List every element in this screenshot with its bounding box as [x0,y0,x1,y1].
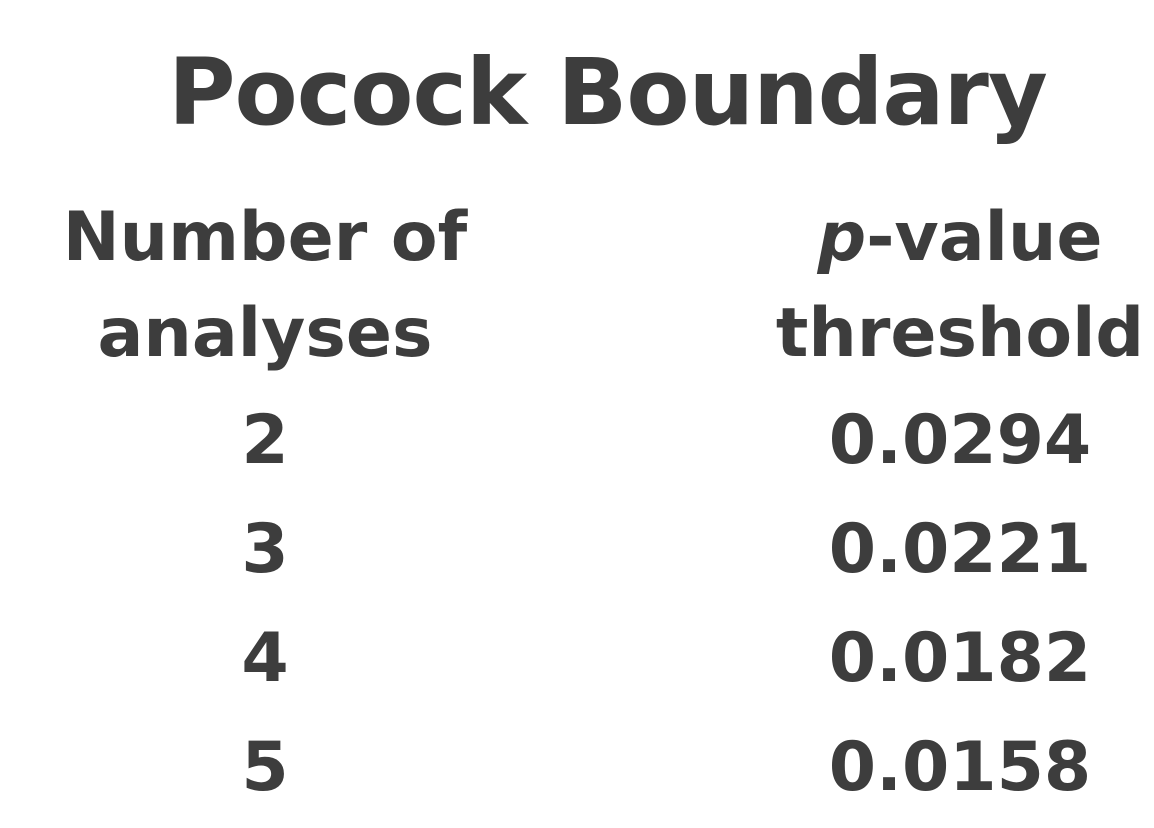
analyses-cell: 2 [241,401,289,480]
page-title: Pocock Boundary [168,39,1048,146]
value-suffix: -value [866,198,1103,277]
threshold-cell: 0.0221 [828,510,1092,589]
analyses-cell: 5 [241,728,289,807]
p-symbol: p [817,198,867,277]
analyses-header-line1: Number of [62,198,468,277]
analyses-header: Number of analyses [45,190,485,386]
threshold-cell: 0.0158 [828,728,1092,807]
threshold-header: p-value threshold [750,190,1154,386]
threshold-column: p-value threshold 0.0294 0.0221 0.0182 0… [750,190,1154,822]
threshold-cell: 0.0294 [828,401,1092,480]
analyses-header-line2: analyses [97,294,433,373]
threshold-cell: 0.0182 [828,619,1092,698]
threshold-header-line1: p-value [750,190,1154,286]
analyses-cell: 4 [241,619,289,698]
threshold-header-line2: threshold [775,294,1145,373]
analyses-cell: 3 [241,510,289,589]
analyses-column: Number of analyses 2 3 4 5 [45,190,485,822]
